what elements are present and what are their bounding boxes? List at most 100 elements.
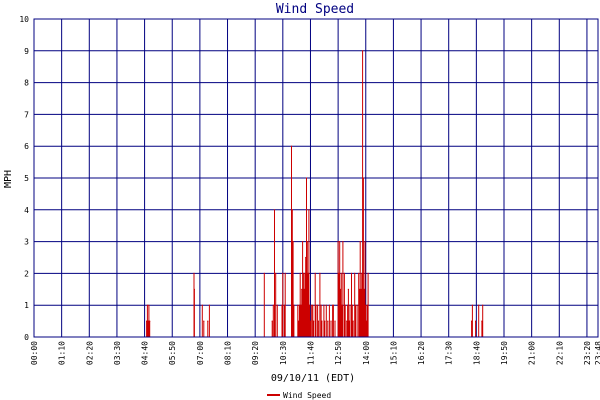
data-point bbox=[301, 288, 303, 290]
data-point bbox=[302, 272, 304, 274]
data-point bbox=[263, 272, 265, 274]
x-tick-label: 02:20 bbox=[85, 341, 94, 365]
x-axis-label: 09/10/11 (EDT) bbox=[271, 373, 355, 384]
data-point bbox=[350, 272, 353, 274]
data-point bbox=[201, 304, 203, 306]
x-tick-label: 01:10 bbox=[58, 341, 67, 365]
data-point bbox=[298, 304, 300, 306]
data-point bbox=[276, 304, 278, 306]
x-tick-label: 23:20 bbox=[583, 341, 592, 365]
y-tick-label: 4 bbox=[24, 206, 29, 215]
data-point bbox=[290, 145, 293, 147]
x-tick-label: 07:00 bbox=[196, 341, 205, 365]
data-point bbox=[291, 209, 293, 211]
data-point bbox=[320, 304, 322, 306]
data-point bbox=[319, 272, 321, 274]
data-point bbox=[283, 304, 285, 306]
data-point bbox=[349, 304, 351, 306]
data-point bbox=[362, 177, 364, 179]
x-tick-label: 08:10 bbox=[224, 341, 233, 365]
data-point bbox=[305, 177, 308, 179]
y-tick-label: 10 bbox=[19, 15, 29, 24]
data-point bbox=[358, 272, 360, 274]
x-tick-label: 12:50 bbox=[334, 341, 343, 365]
x-tick-label: 05:50 bbox=[168, 341, 177, 365]
data-point bbox=[348, 320, 350, 322]
x-tick-label: 16:20 bbox=[417, 341, 426, 365]
data-point bbox=[304, 272, 306, 274]
data-point bbox=[307, 272, 309, 274]
y-tick-label: 3 bbox=[24, 238, 29, 247]
legend-label-wind-speed: Wind Speed bbox=[283, 391, 331, 400]
data-point bbox=[275, 272, 277, 274]
data-point bbox=[325, 304, 327, 306]
x-tick-label: 03:30 bbox=[113, 341, 122, 365]
data-point bbox=[300, 304, 302, 306]
data-point bbox=[282, 272, 284, 274]
data-point bbox=[193, 288, 195, 290]
data-point bbox=[146, 320, 148, 322]
data-point bbox=[317, 320, 319, 322]
data-point bbox=[471, 320, 473, 322]
data-point bbox=[361, 272, 363, 274]
data-point bbox=[334, 320, 336, 322]
data-point bbox=[312, 304, 314, 306]
data-point bbox=[475, 320, 477, 322]
y-axis-ticks: 0 1 2 3 4 5 6 7 8 9 10 bbox=[19, 15, 29, 342]
y-tick-label: 2 bbox=[24, 269, 29, 278]
x-axis-ticks: 00:00 01:10 02:20 03:30 04:40 05:50 07:00 08:10… bbox=[30, 341, 600, 365]
data-point bbox=[293, 304, 295, 306]
x-tick-label: 22:10 bbox=[555, 341, 564, 365]
data-point bbox=[341, 304, 343, 306]
data-point bbox=[367, 272, 369, 274]
data-point bbox=[208, 304, 210, 306]
data-point bbox=[356, 304, 358, 306]
data-point bbox=[309, 304, 311, 306]
data-point bbox=[149, 320, 151, 322]
data-point bbox=[309, 320, 312, 322]
data-point bbox=[146, 304, 148, 306]
y-tick-label: 6 bbox=[24, 142, 29, 151]
data-point bbox=[358, 288, 360, 290]
data-point bbox=[314, 272, 316, 274]
x-tick-label: 14:00 bbox=[362, 341, 371, 365]
data-point bbox=[315, 304, 317, 306]
data-point bbox=[343, 272, 345, 274]
x-tick-label: 19:50 bbox=[500, 341, 509, 365]
x-tick-label: 23:48 bbox=[594, 341, 600, 365]
series-wind-speed bbox=[34, 50, 598, 338]
data-point bbox=[303, 288, 305, 290]
data-point bbox=[342, 241, 344, 243]
data-point bbox=[298, 320, 300, 322]
data-point bbox=[305, 256, 307, 259]
x-tick-label: 21:00 bbox=[528, 341, 537, 365]
data-point bbox=[299, 272, 301, 274]
data-point bbox=[354, 272, 356, 274]
data-point bbox=[313, 320, 315, 322]
data-point bbox=[365, 304, 367, 306]
data-point bbox=[330, 320, 332, 322]
data-point bbox=[347, 304, 349, 306]
x-tick-label: 00:00 bbox=[30, 341, 39, 365]
data-point bbox=[481, 320, 483, 322]
data-point bbox=[471, 304, 473, 306]
data-point bbox=[311, 304, 313, 306]
y-axis-label: MPH bbox=[3, 170, 14, 188]
data-point bbox=[317, 304, 319, 306]
data-point bbox=[148, 304, 150, 306]
data-point bbox=[323, 304, 325, 306]
data-point bbox=[272, 304, 274, 306]
data-point bbox=[337, 241, 339, 243]
data-point bbox=[321, 320, 323, 322]
data-point bbox=[273, 209, 276, 211]
data-point bbox=[366, 304, 368, 306]
data-point bbox=[346, 320, 348, 322]
data-point bbox=[306, 241, 308, 243]
y-tick-label: 8 bbox=[24, 79, 29, 88]
data-point bbox=[302, 241, 304, 243]
data-point bbox=[363, 288, 365, 290]
x-tick-label: 17:30 bbox=[445, 341, 454, 365]
data-point bbox=[347, 288, 349, 290]
data-point bbox=[281, 304, 283, 306]
x-tick-label: 15:10 bbox=[389, 341, 398, 365]
